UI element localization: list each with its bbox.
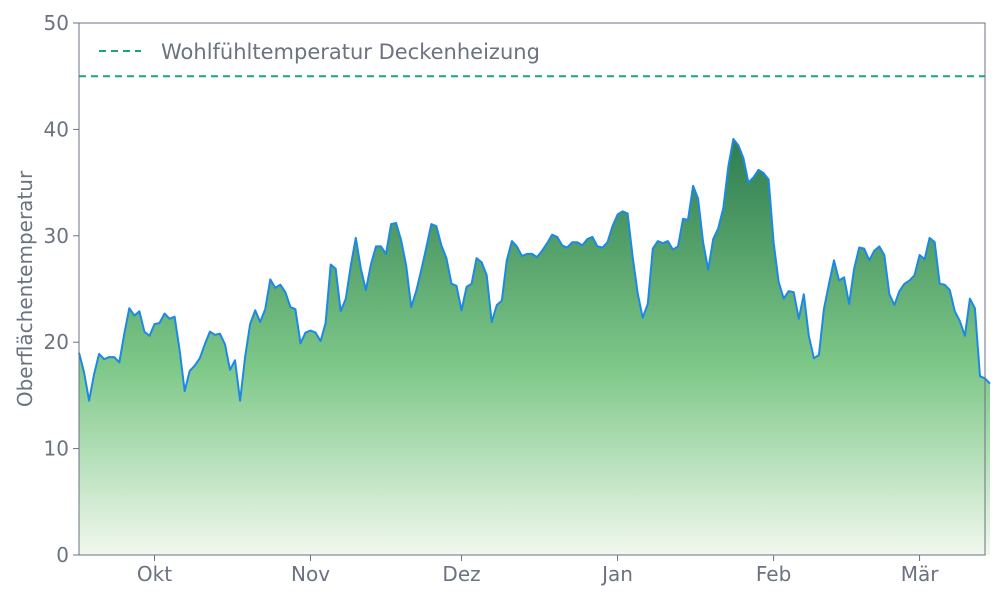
- plot-area: [78, 75, 991, 555]
- x-tick-label: Feb: [756, 562, 791, 586]
- y-tick-label: 40: [44, 117, 69, 141]
- series-line: [78, 138, 991, 402]
- series-area: [79, 139, 990, 555]
- x-tick-label: Jan: [600, 562, 633, 586]
- y-tick-label: 30: [44, 224, 69, 248]
- y-axis: 0 10 20 30 40 50: [44, 11, 79, 567]
- y-tick-label: 0: [56, 543, 69, 567]
- x-axis: Okt Nov Dez Jan Feb Mär: [137, 555, 939, 586]
- x-tick-label: Okt: [137, 562, 172, 586]
- legend-label: Wohlfühltemperatur Deckenheizung: [161, 40, 540, 64]
- y-tick-label: 10: [44, 437, 69, 461]
- x-tick-label: Dez: [442, 562, 480, 586]
- y-axis-title: Oberflächentemperatur: [13, 170, 37, 407]
- legend: Wohlfühltemperatur Deckenheizung: [99, 40, 540, 64]
- y-tick-label: 20: [44, 330, 69, 354]
- y-tick-label: 50: [44, 11, 69, 35]
- x-tick-label: Nov: [291, 562, 330, 586]
- x-tick-label: Mär: [901, 562, 940, 586]
- plot-frame: [78, 22, 986, 556]
